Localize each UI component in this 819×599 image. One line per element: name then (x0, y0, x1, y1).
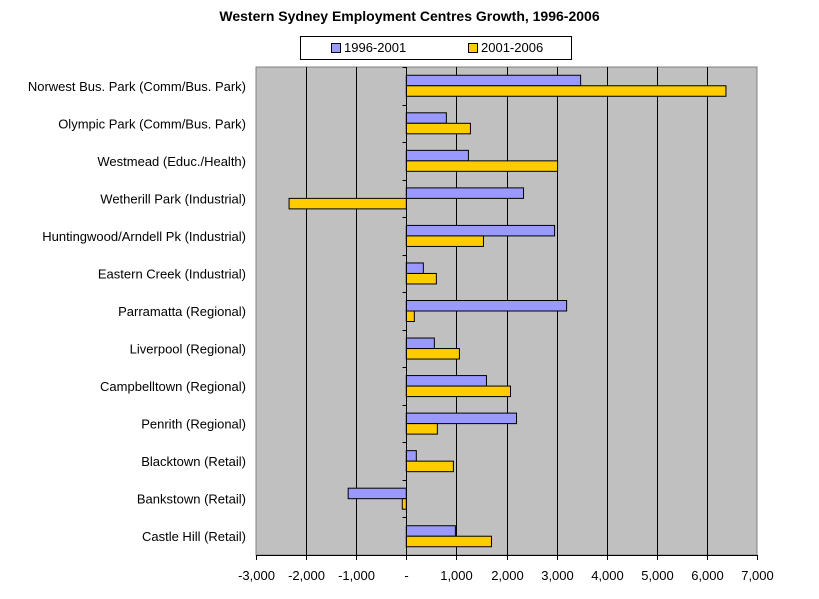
category-label: Liverpool (Regional) (130, 342, 246, 357)
x-tick-label: - (404, 568, 408, 583)
bar-2001-2006 (405, 535, 492, 548)
legend-swatch-1996-2001 (331, 42, 341, 53)
x-tick-label: 3,000 (541, 568, 574, 583)
bar-1996-2001 (405, 525, 456, 537)
bar-2001-2006 (405, 423, 438, 435)
legend: 1996-2001 2001-2006 (300, 36, 572, 60)
bar-1996-2001 (405, 149, 469, 162)
bar-2001-2006 (288, 197, 407, 210)
category-label: Penrith (Regional) (141, 417, 246, 432)
x-tick-label: 6,000 (691, 568, 724, 583)
category-label: Blacktown (Retail) (141, 454, 246, 469)
x-tick-label: 4,000 (591, 568, 624, 583)
bar-1996-2001 (405, 337, 435, 350)
category-label: Norwest Bus. Park (Comm/Bus. Park) (28, 79, 246, 94)
x-tick-label: 7,000 (741, 568, 774, 583)
bar-1996-2001 (405, 224, 556, 237)
bar-2001-2006 (405, 272, 437, 285)
category-label: Campbelltown (Regional) (100, 379, 246, 394)
x-tick-label: -2,000 (288, 568, 325, 583)
x-tick-label: 2,000 (491, 568, 524, 583)
bar-2001-2006 (405, 460, 454, 473)
bar-1996-2001 (405, 112, 447, 124)
x-tick-label: -3,000 (238, 568, 275, 583)
bar-1996-2001 (405, 187, 525, 199)
bar-2001-2006 (405, 235, 484, 247)
category-label: Eastern Creek (Industrial) (98, 266, 246, 281)
category-label: Castle Hill (Retail) (142, 529, 246, 544)
category-label: Huntingwood/Arndell Pk (Industrial) (42, 229, 246, 244)
bar-1996-2001 (405, 412, 518, 425)
bar-1996-2001 (405, 375, 487, 387)
bar-1996-2001 (405, 300, 568, 312)
bar-2001-2006 (401, 498, 407, 510)
x-tick-label: 5,000 (641, 568, 674, 583)
category-label: Wetherill Park (Industrial) (100, 191, 246, 206)
legend-label-1996-2001: 1996-2001 (344, 40, 407, 55)
legend-item-1996-2001: 1996-2001 (331, 40, 406, 55)
chart-title: Western Sydney Employment Centres Growth… (219, 8, 600, 24)
category-label: Parramatta (Regional) (118, 304, 246, 319)
x-tick-label: 1,000 (440, 568, 473, 583)
bar-2001-2006 (405, 348, 460, 360)
x-tick-label: -1,000 (338, 568, 375, 583)
category-label: Westmead (Educ./Health) (97, 154, 246, 169)
bar-2001-2006 (405, 122, 471, 135)
legend-label-2001-2006: 2001-2006 (481, 40, 544, 55)
legend-item-2001-2006: 2001-2006 (468, 40, 543, 55)
bar-1996-2001 (405, 74, 582, 87)
category-label: Olympic Park (Comm/Bus. Park) (58, 116, 246, 131)
bar-1996-2001 (347, 487, 407, 500)
bar-1996-2001 (405, 262, 424, 274)
bar-2001-2006 (405, 85, 727, 97)
bar-2001-2006 (405, 385, 512, 398)
bar-2001-2006 (405, 310, 415, 322)
category-label: Bankstown (Retail) (137, 492, 246, 507)
bar-2001-2006 (405, 160, 559, 172)
bar-1996-2001 (405, 450, 417, 462)
legend-swatch-2001-2006 (468, 42, 478, 53)
